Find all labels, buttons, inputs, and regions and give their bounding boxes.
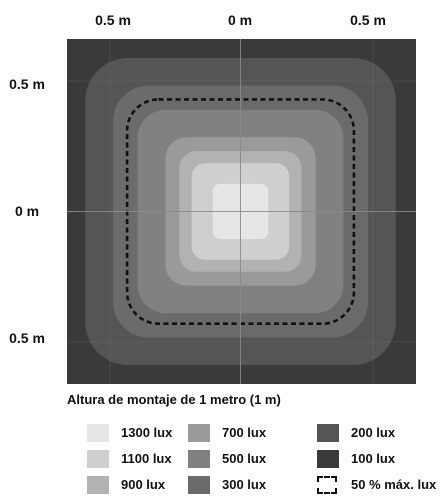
chart-caption: Altura de montaje de 1 metro (1 m) [67, 392, 281, 407]
legend-label: 1100 lux [121, 451, 172, 466]
y-tick-label: 0.5 m [9, 330, 45, 346]
x-tick-label: 0.5 m [95, 12, 131, 28]
legend-label: 1300 lux [121, 425, 173, 440]
illuminance-plot [67, 39, 416, 384]
legend-label: 700 lux [222, 425, 267, 440]
x-tick-label: 0 m [227, 12, 253, 28]
legend-swatch [317, 476, 337, 494]
legend-swatch [188, 450, 210, 468]
legend-label: 50 % máx. lux [351, 477, 437, 492]
legend-label: 300 lux [222, 477, 267, 492]
legend-swatch [188, 476, 210, 494]
legend-swatch [188, 424, 210, 442]
legend-swatch [87, 476, 109, 494]
legend-label: 500 lux [222, 451, 267, 466]
legend-label: 100 lux [351, 451, 396, 466]
legend-swatch [317, 424, 339, 442]
y-tick-label: 0 m [14, 203, 40, 219]
legend-label: 200 lux [351, 425, 396, 440]
legend-swatch [317, 450, 339, 468]
legend-swatch [87, 424, 109, 442]
legend-label: 900 lux [121, 477, 166, 492]
x-tick-label: 0.5 m [350, 12, 386, 28]
legend-swatch [87, 450, 109, 468]
y-tick-label: 0.5 m [9, 76, 45, 92]
